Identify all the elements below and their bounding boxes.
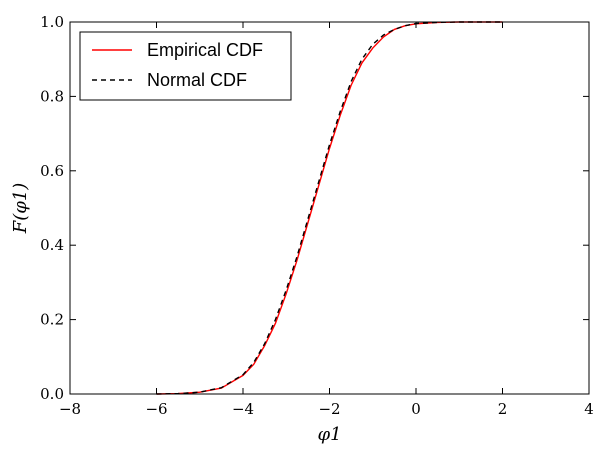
y-tick-label: 0.8 xyxy=(40,87,64,105)
x-tick-label: −8 xyxy=(59,400,81,418)
legend-label: Empirical CDF xyxy=(147,40,263,60)
legend-label: Normal CDF xyxy=(147,70,247,90)
axes: −8 −6 −4 −2 0 2 4 0.0 0.2 0.4 0.6 0.8 1.0 φ1 F(φ1) xyxy=(10,13,594,445)
legend-box xyxy=(79,31,292,101)
x-tick-label: −4 xyxy=(232,400,254,418)
x-tick-label: −2 xyxy=(318,400,340,418)
x-axis-label: φ1 xyxy=(317,424,341,445)
y-tick-label: 0.4 xyxy=(40,236,64,254)
y-tick-label: 0.6 xyxy=(40,162,64,180)
y-axis-label: F(φ1) xyxy=(10,183,31,235)
y-tick-label: 1.0 xyxy=(40,13,64,31)
x-tick-label: 2 xyxy=(498,400,508,418)
x-tick-label: 4 xyxy=(584,400,594,418)
y-tick-label: 0.2 xyxy=(40,311,64,329)
x-tick-label: 0 xyxy=(411,400,421,418)
x-tick-label: −6 xyxy=(145,400,167,418)
legend: Empirical CDF Normal CDF xyxy=(79,31,292,101)
y-tick-label: 0.0 xyxy=(40,385,64,403)
